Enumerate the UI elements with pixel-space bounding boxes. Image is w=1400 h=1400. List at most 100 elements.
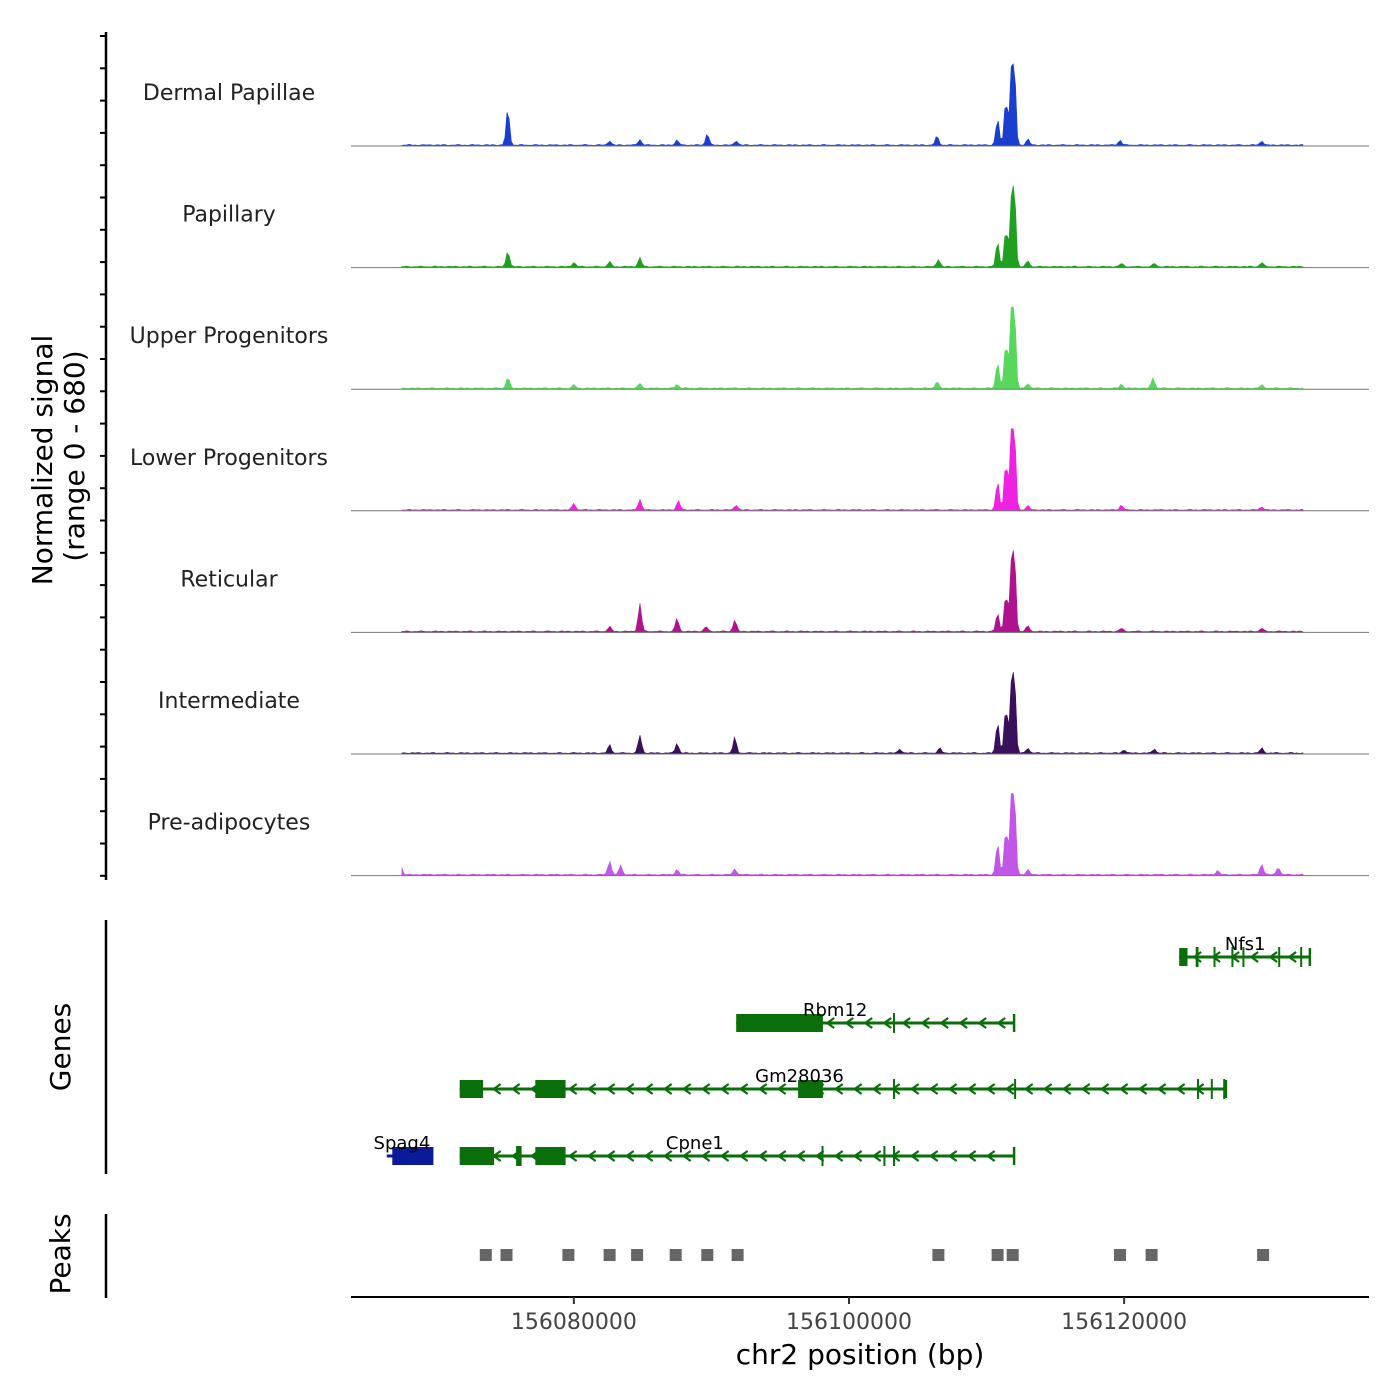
peak-region [669, 1249, 682, 1261]
y-axis-label-line2: (range 0 - 680) [58, 350, 91, 561]
gene-exon [1195, 947, 1199, 967]
gene-cpne1: Cpne1 [459, 1133, 1016, 1166]
peak-region [1257, 1249, 1270, 1261]
strand-arrow [947, 1150, 958, 1162]
strand-arrow [1268, 951, 1278, 963]
peak-region [1006, 1249, 1019, 1261]
strand-arrow [844, 1017, 854, 1029]
gene-exon [1231, 947, 1234, 967]
strand-arrow [567, 1150, 578, 1162]
strand-arrow [985, 1083, 996, 1095]
peak-region [562, 1249, 575, 1261]
strand-arrow [1249, 951, 1259, 963]
track-papillary: Papillary [182, 185, 1369, 269]
gene-label: Spag4 [374, 1133, 431, 1154]
track-label: Pre-adipocytes [148, 811, 311, 836]
peak-region [500, 1249, 513, 1261]
strand-arrow [719, 1083, 730, 1095]
coverage-area [401, 306, 1304, 390]
gene-exon [893, 1013, 895, 1033]
gene-exon [821, 1146, 824, 1166]
strand-arrow [996, 1017, 1006, 1029]
strand-arrow [643, 1150, 654, 1162]
genes-panel-label: Genes [44, 1003, 77, 1091]
peak-region [731, 1249, 744, 1261]
gene-exon [516, 1146, 522, 1166]
strand-arrow [977, 1017, 987, 1029]
peaks-panel-label: Peaks [44, 1213, 77, 1294]
strand-arrow [1137, 1083, 1148, 1095]
gene-gm28036: Gm28036 [459, 1066, 1228, 1099]
track-label: Reticular [180, 567, 278, 592]
gene-exon [893, 1146, 895, 1166]
track-label: Intermediate [158, 689, 300, 714]
strand-arrow [958, 1017, 968, 1029]
track-lower-progenitors: Lower Progenitors [130, 428, 1369, 512]
coverage-area [401, 185, 1304, 268]
peak-region [631, 1249, 644, 1261]
strand-arrow [939, 1017, 949, 1029]
strand-arrow [1004, 1083, 1015, 1095]
peak-region [701, 1249, 714, 1261]
strand-arrow [681, 1083, 692, 1095]
peak-region [1145, 1249, 1158, 1261]
track-dermal-papillae: Dermal Papillae [143, 63, 1369, 147]
gene-rbm12: Rbm12 [736, 1000, 1016, 1033]
signal-y-axis [100, 32, 108, 880]
strand-arrow [833, 1150, 844, 1162]
strand-arrow [1023, 1083, 1034, 1095]
strand-arrow [1156, 1083, 1167, 1095]
coverage-area [401, 63, 1304, 147]
strand-arrow [1061, 1083, 1072, 1095]
strand-arrow [871, 1150, 882, 1162]
strand-arrow [833, 1083, 844, 1095]
peak-region [1114, 1249, 1126, 1261]
strand-arrow [890, 1083, 901, 1095]
strand-arrow [947, 1083, 958, 1095]
gene-exon [392, 1147, 433, 1165]
strand-arrow [1287, 951, 1297, 963]
strand-arrow [700, 1083, 711, 1095]
gene-spag4: Spag4 [374, 1133, 434, 1165]
gene-exon [1278, 947, 1281, 967]
gene-exon [1210, 1079, 1213, 1099]
strand-arrow [643, 1083, 654, 1095]
strand-arrow [1080, 1083, 1091, 1095]
strand-arrow [719, 1150, 730, 1162]
peak-regions-panel [479, 1249, 1270, 1261]
strand-arrow [662, 1150, 673, 1162]
strand-arrow [909, 1150, 920, 1162]
gene-exon [1242, 947, 1245, 967]
strand-arrow [624, 1083, 635, 1095]
peak-region [991, 1249, 1004, 1261]
strand-arrow [1118, 1083, 1129, 1095]
strand-arrow [901, 1017, 911, 1029]
gene-exon [1179, 948, 1188, 966]
strand-arrow [1099, 1083, 1110, 1095]
strand-arrow [776, 1150, 787, 1162]
gene-exon [459, 1147, 495, 1165]
coverage-area [401, 793, 1304, 876]
x-axis-ticks: 156080000 156100000 156120000 [511, 1297, 1187, 1335]
gene-exon [893, 1079, 895, 1099]
strand-arrow [510, 1083, 521, 1095]
gene-exon [535, 1080, 566, 1098]
peak-region [603, 1249, 616, 1261]
gene-exon [1213, 947, 1216, 967]
strand-arrow [1042, 1083, 1053, 1095]
gene-label: Gm28036 [755, 1066, 844, 1087]
gene-nfs1: Nfs1 [1179, 934, 1312, 967]
strand-arrow [757, 1083, 768, 1095]
coverage-area [401, 550, 1304, 633]
gene-label: Rbm12 [803, 1000, 867, 1021]
track-intermediate: Intermediate [158, 671, 1369, 755]
gene-exon [1300, 947, 1303, 967]
strand-arrow [624, 1150, 635, 1162]
strand-arrow [757, 1150, 768, 1162]
x-tick-label: 156100000 [786, 1310, 912, 1335]
track-pre-adipocytes: Pre-adipocytes [148, 793, 1369, 877]
track-label: Dermal Papillae [143, 81, 315, 106]
y-axis-label-line1: Normalized signal [26, 335, 59, 586]
peak-region [479, 1249, 492, 1261]
